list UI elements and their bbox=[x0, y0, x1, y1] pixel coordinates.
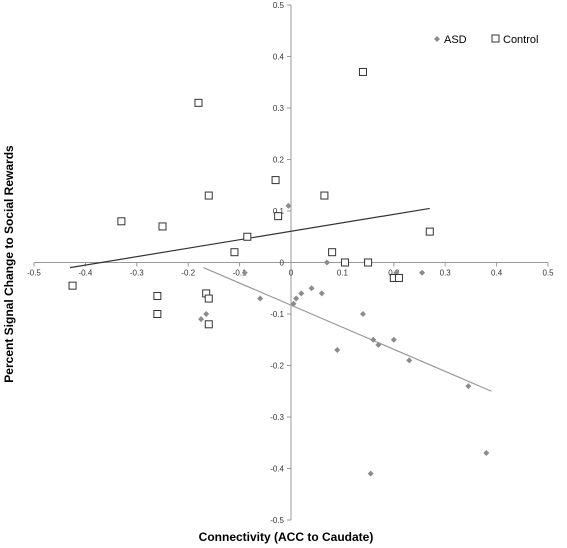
asd-point bbox=[285, 202, 292, 209]
x-tick-label: 0.3 bbox=[440, 269, 452, 278]
y-tick-label: -0.2 bbox=[270, 362, 284, 371]
asd-point bbox=[370, 336, 377, 343]
control-point bbox=[204, 320, 213, 329]
control-point bbox=[340, 258, 349, 267]
asd-point bbox=[419, 269, 426, 276]
data-points bbox=[68, 67, 490, 477]
asd-point bbox=[390, 336, 397, 343]
legend-asd-marker bbox=[434, 36, 440, 42]
asd-point bbox=[323, 259, 330, 266]
asd-point bbox=[465, 383, 472, 390]
y-axis-title: Percent Signal Change to Social Rewards bbox=[2, 145, 16, 383]
asd-point bbox=[293, 295, 300, 302]
legend: ASD Control bbox=[434, 34, 538, 46]
asd-trendline bbox=[203, 267, 492, 392]
x-axis-title: Connectivity (ACC to Caudate) bbox=[199, 530, 374, 544]
control-point bbox=[230, 248, 239, 257]
control-point bbox=[364, 258, 373, 267]
x-tick-label: -0.5 bbox=[27, 269, 41, 278]
y-tick-label: 0.5 bbox=[273, 1, 285, 10]
y-tick-label: 0.2 bbox=[273, 156, 285, 165]
control-point bbox=[117, 217, 126, 226]
control-point bbox=[394, 273, 403, 282]
control-point bbox=[425, 227, 434, 236]
asd-point bbox=[375, 341, 382, 348]
x-tick-label: -0.1 bbox=[233, 269, 247, 278]
x-tick-label: -0.3 bbox=[130, 269, 144, 278]
asd-point bbox=[334, 347, 341, 354]
asd-point bbox=[308, 285, 315, 292]
y-tick-label: 0.1 bbox=[273, 207, 285, 216]
control-point bbox=[358, 67, 367, 76]
x-tick-label: 0.1 bbox=[337, 269, 349, 278]
legend-asd-label: ASD bbox=[444, 34, 467, 46]
y-tick-label: 0 bbox=[280, 259, 285, 268]
axes: -0.5 -0.4 -0.3 -0.2 -0.1 0 0.1 0.2 0.3 0.4 0.5 -0.5… bbox=[27, 1, 554, 525]
asd-point bbox=[367, 470, 374, 477]
x-tick-label: 0 bbox=[289, 269, 294, 278]
x-tick-marks bbox=[33, 262, 549, 267]
asd-point bbox=[203, 311, 210, 317]
asd-point bbox=[298, 290, 305, 297]
legend-control-label: Control bbox=[503, 34, 538, 46]
control-point bbox=[153, 291, 162, 300]
control-point bbox=[320, 191, 329, 200]
legend-control-marker bbox=[491, 34, 500, 43]
x-tick-label: -0.4 bbox=[79, 269, 93, 278]
y-tick-label: -0.1 bbox=[270, 310, 284, 319]
control-point bbox=[274, 212, 283, 221]
control-point bbox=[204, 294, 213, 303]
control-point bbox=[153, 310, 162, 318]
asd-point bbox=[483, 450, 490, 457]
asd-point bbox=[198, 316, 205, 323]
control-point bbox=[271, 176, 280, 185]
control-point bbox=[328, 248, 337, 257]
x-tick-label: -0.2 bbox=[181, 269, 195, 278]
y-tick-label: -0.5 bbox=[270, 516, 284, 525]
asd-point bbox=[241, 269, 248, 276]
asd-point bbox=[318, 290, 325, 297]
y-tick-label: -0.4 bbox=[270, 465, 284, 474]
y-tick-label: 0.4 bbox=[273, 53, 285, 62]
y-tick-marks bbox=[287, 4, 291, 521]
x-tick-label: 0.5 bbox=[542, 269, 554, 278]
asd-point bbox=[290, 300, 297, 307]
asd-point bbox=[406, 357, 413, 364]
asd-point bbox=[257, 295, 264, 302]
control-point bbox=[194, 98, 203, 107]
x-tick-label: 0.4 bbox=[491, 269, 503, 278]
control-point bbox=[158, 222, 167, 231]
asd-point bbox=[359, 311, 366, 317]
control-point bbox=[243, 232, 252, 241]
control-point bbox=[68, 281, 77, 290]
control-point bbox=[204, 191, 213, 200]
y-tick-label: 0.3 bbox=[273, 104, 285, 113]
y-tick-label: -0.3 bbox=[270, 413, 284, 422]
